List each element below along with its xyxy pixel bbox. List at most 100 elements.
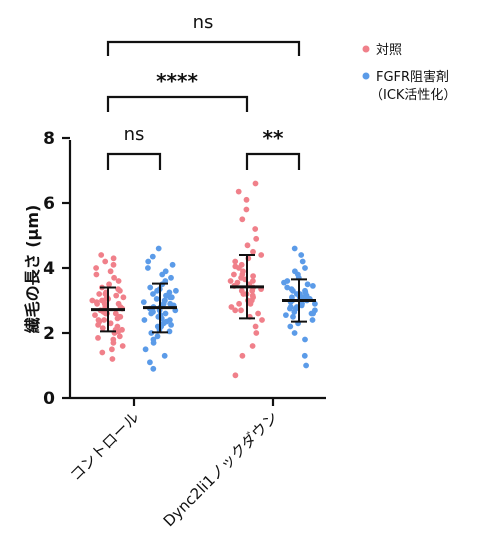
data-point-g0-57: [119, 326, 125, 333]
x-axis: コントロール Dync2li1ノックダウン: [66, 398, 282, 530]
data-point-g1-29: [153, 296, 160, 302]
data-point-g2-39: [243, 196, 250, 203]
data-point-g3-20: [289, 294, 295, 301]
data-point-g1-33: [166, 289, 173, 296]
data-point-g0-56: [102, 291, 109, 297]
data-point-g0-32: [93, 299, 100, 305]
data-point-g1-28: [162, 297, 168, 304]
data-point-g2-30: [232, 258, 239, 265]
legend-marker-control: [362, 45, 370, 53]
data-point-g1-50: [148, 310, 155, 317]
data-point-g1-34: [173, 287, 179, 294]
data-point-g2-10: [236, 300, 243, 307]
data-point-g0-30: [115, 300, 122, 307]
data-point-g1-38: [162, 278, 169, 284]
data-point-g2-47: [232, 263, 239, 270]
data-point-g0-51: [102, 258, 109, 265]
data-point-g2-48: [232, 307, 239, 314]
data-point-g1-1: [147, 359, 153, 366]
data-point-g3-27: [284, 284, 291, 291]
data-point-g3-28: [304, 281, 311, 288]
y-tick-label-2: 4: [43, 259, 55, 279]
data-point-g0-6: [95, 335, 101, 341]
data-point-g0-1: [99, 349, 106, 356]
data-point-g0-38: [113, 292, 120, 299]
error-bars: [91, 254, 316, 334]
sig-label-left: ns: [124, 124, 145, 145]
data-point-g0-48: [107, 268, 114, 275]
data-point-g2-40: [235, 188, 242, 195]
sig-bracket-left: ns: [106, 124, 162, 170]
data-point-g3-41: [290, 287, 296, 294]
data-point-g3-4: [287, 323, 294, 330]
data-point-g0-5: [110, 336, 117, 343]
data-point-g0-20: [92, 312, 98, 318]
data-point-g0-36: [120, 294, 127, 301]
data-point-g0-42: [115, 286, 121, 292]
legend-label-inhibitor: FGFR阻害剤: [376, 69, 449, 85]
data-point-g2-38: [243, 206, 250, 213]
y-tick-label-1: 2: [43, 324, 55, 344]
data-point-g2-43: [227, 278, 234, 284]
data-point-g1-51: [167, 300, 174, 307]
data-point-g3-33: [292, 268, 298, 275]
data-point-g0-12: [114, 323, 121, 330]
data-point-g1-8: [166, 328, 173, 335]
data-point-g1-14: [141, 317, 148, 323]
data-point-g0-14: [107, 320, 114, 327]
data-point-g1-3: [142, 346, 149, 353]
data-point-g0-22: [112, 310, 119, 317]
data-point-g3-15: [312, 300, 318, 307]
legend: 対照 FGFR阻害剤 （ICK活性化）: [362, 43, 456, 103]
data-point-g1-49: [168, 294, 175, 301]
data-point-g2-33: [250, 248, 256, 255]
data-point-g0-7: [116, 333, 123, 340]
data-points: [89, 180, 318, 379]
data-point-g3-1: [301, 352, 308, 359]
data-point-g1-47: [167, 317, 173, 323]
data-point-g2-35: [253, 235, 260, 242]
data-point-g2-45: [240, 291, 247, 297]
data-point-g2-25: [250, 273, 256, 279]
sig-bracket-top: ns: [106, 12, 301, 56]
data-point-g2-32: [258, 252, 265, 258]
data-point-g1-39: [168, 274, 174, 281]
data-point-g3-40: [299, 300, 305, 307]
y-tick-label-4: 8: [43, 129, 55, 149]
data-point-g0-52: [110, 255, 117, 262]
data-point-g1-42: [145, 265, 151, 271]
data-point-g3-36: [298, 252, 305, 258]
data-point-g3-45: [292, 305, 299, 312]
data-point-g2-34: [244, 242, 251, 249]
data-point-g0-16: [95, 317, 102, 323]
data-point-g0-59: [89, 297, 96, 304]
data-point-g0-39: [96, 291, 103, 297]
legend-marker-inhibitor: [362, 72, 370, 80]
data-point-g2-0: [232, 372, 239, 379]
data-point-g1-0: [150, 365, 157, 372]
data-point-g3-30: [284, 278, 291, 284]
data-point-g1-18: [162, 310, 169, 317]
data-point-g2-4: [252, 323, 259, 330]
data-point-g3-8: [283, 312, 289, 318]
data-point-g1-45: [149, 253, 156, 260]
data-point-g0-53: [98, 252, 105, 258]
y-tick-label-3: 6: [43, 194, 55, 214]
data-point-g1-26: [140, 299, 147, 305]
data-point-g1-6: [154, 333, 161, 340]
data-point-g3-6: [309, 317, 316, 323]
data-point-g0-45: [115, 278, 122, 284]
data-point-g3-35: [299, 258, 306, 265]
sig-label-middle: ****: [156, 69, 198, 93]
data-point-g3-34: [302, 265, 308, 271]
x-tick-label-knockdown: Dync2li1ノックダウン: [160, 408, 282, 530]
data-point-g3-37: [291, 245, 298, 252]
y-axis-title: 繊毛の長さ (μm): [23, 205, 42, 334]
data-point-g1-43: [169, 261, 176, 268]
data-point-g3-0: [303, 362, 309, 369]
data-point-g2-27: [240, 268, 246, 275]
data-point-g2-36: [252, 226, 259, 232]
data-point-g2-9: [228, 304, 235, 310]
data-point-g2-22: [250, 278, 256, 284]
